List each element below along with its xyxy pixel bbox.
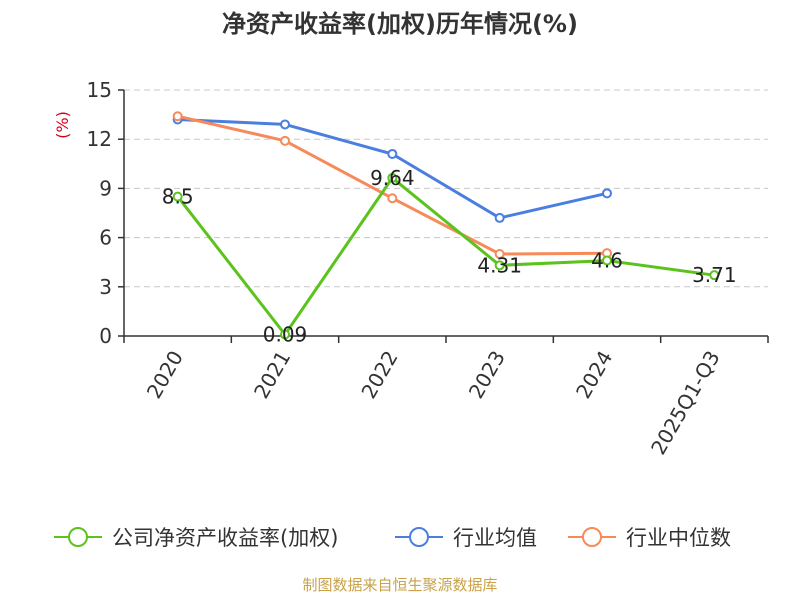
chart-title: 净资产收益率(加权)历年情况(%) — [222, 10, 578, 38]
data-label: 0.09 — [263, 323, 308, 347]
legend-marker-1[interactable] — [409, 527, 429, 547]
series-point-1 — [602, 188, 612, 199]
gridlines — [124, 89, 768, 288]
series-point-0 — [387, 172, 398, 183]
y-tick-label: 12 — [87, 127, 112, 151]
legend-marker-0[interactable] — [68, 527, 88, 547]
series-point-2 — [494, 249, 505, 259]
data-labels: 8.5 0.09 9.64 4.31 4.6 3.71 — [162, 166, 737, 347]
series-point-0 — [709, 270, 720, 281]
y-tick-label: 0 — [99, 324, 112, 348]
series-layer — [172, 111, 720, 340]
x-tick-label: 2025Q1-Q3 — [646, 347, 725, 459]
x-tick-label: 2021 — [249, 347, 295, 403]
series-point-0 — [280, 329, 290, 340]
series-point-0 — [172, 191, 183, 202]
data-label: 4.31 — [477, 253, 522, 277]
y-axis-label: (%) — [53, 111, 72, 139]
series-point-0 — [494, 260, 505, 271]
series-point-1 — [387, 148, 398, 159]
x-tick-label: 2023 — [464, 346, 510, 402]
series-point-2 — [387, 193, 398, 204]
series-point-2 — [172, 111, 183, 122]
series-point-1 — [280, 119, 290, 130]
x-tick-label: 2024 — [571, 347, 617, 403]
legend-label-0[interactable]: 公司净资产收益率(加权) — [112, 526, 338, 550]
y-tick-label: 6 — [99, 226, 112, 250]
source-note: 制图数据来自恒生聚源数据库 — [302, 576, 497, 594]
legend-label-2[interactable]: 行业中位数 — [626, 526, 731, 550]
legend-label-1[interactable]: 行业均值 — [453, 526, 537, 550]
y-tick-label: 15 — [87, 78, 112, 102]
data-label: 9.64 — [370, 166, 415, 190]
series-point-2 — [280, 135, 290, 146]
series-point-0 — [602, 255, 612, 266]
series-line-0 — [176, 176, 715, 336]
y-tick-label: 3 — [99, 275, 112, 299]
data-label: 4.6 — [591, 249, 623, 273]
x-tick-label: 2020 — [142, 347, 188, 403]
series-point-1 — [494, 212, 505, 223]
x-tick-label: 2022 — [356, 347, 402, 403]
data-label: 8.5 — [162, 185, 194, 209]
data-label: 3.71 — [692, 263, 737, 287]
legend[interactable]: 公司净资产收益率(加权) 行业均值 行业中位数 — [54, 526, 731, 550]
y-tick-label: 9 — [99, 176, 112, 200]
legend-marker-2[interactable] — [582, 527, 602, 547]
